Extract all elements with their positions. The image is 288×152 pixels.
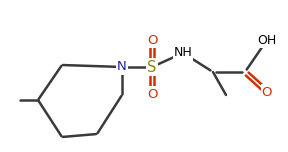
Text: N: N (117, 60, 127, 74)
Text: O: O (147, 88, 157, 100)
Text: O: O (262, 85, 272, 98)
Text: O: O (147, 33, 157, 47)
Text: NH: NH (174, 47, 192, 59)
Text: S: S (147, 59, 157, 74)
Text: OH: OH (257, 33, 277, 47)
